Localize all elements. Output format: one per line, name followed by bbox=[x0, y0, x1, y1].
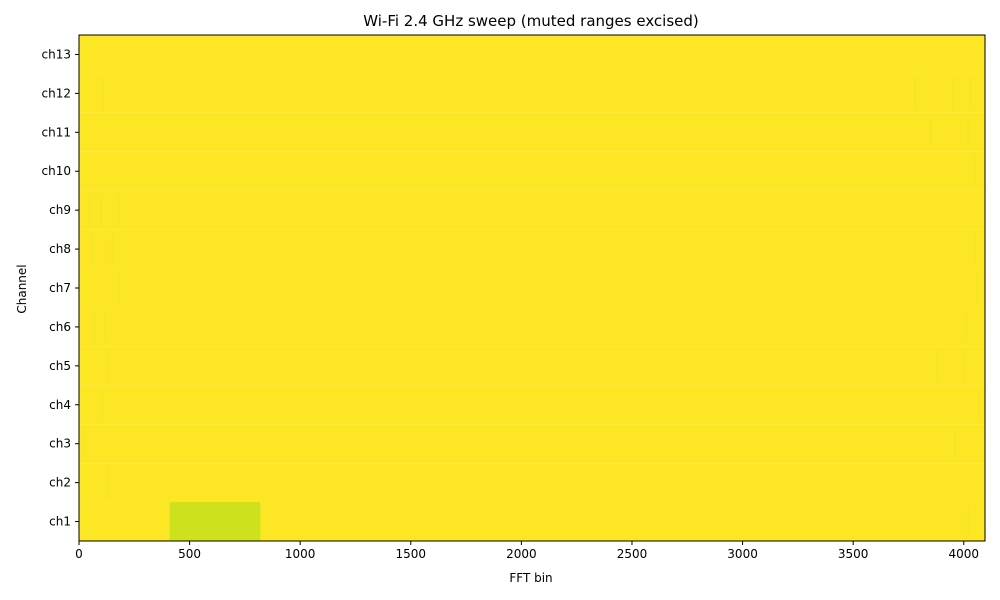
y-tick-label: ch10 bbox=[42, 164, 71, 178]
y-tick-label: ch1 bbox=[49, 515, 71, 529]
heatmap-streak bbox=[102, 77, 104, 109]
heatmap-streak bbox=[82, 428, 85, 460]
heatmap-row-ch5 bbox=[79, 346, 985, 386]
heatmap-streak bbox=[107, 350, 109, 382]
x-tick-label: 500 bbox=[178, 547, 201, 561]
heatmap-row-ch10 bbox=[79, 151, 985, 191]
heatmap-streak bbox=[976, 272, 978, 304]
plot-area bbox=[79, 35, 985, 541]
y-tick-label: ch2 bbox=[49, 476, 71, 490]
heatmap-row-ch2 bbox=[79, 463, 985, 503]
heatmap-streak bbox=[914, 77, 916, 109]
heatmap-row-ch6 bbox=[79, 307, 985, 347]
x-axis-label: FFT bin bbox=[509, 571, 552, 585]
x-tick-label: 1500 bbox=[396, 547, 427, 561]
chart-title: Wi-Fi 2.4 GHz sweep (muted ranges excise… bbox=[363, 12, 699, 30]
y-tick-label: ch13 bbox=[42, 47, 71, 61]
y-tick-label: ch8 bbox=[49, 242, 71, 256]
heatmap-row-ch3 bbox=[79, 424, 985, 464]
y-tick-label: ch11 bbox=[42, 125, 71, 139]
heatmap-streak bbox=[107, 467, 109, 499]
y-axis-ticks: ch1 ch2 ch3 ch4 ch5 ch6 ch7 ch8 ch9 ch10 ch11 ch12 c… bbox=[42, 47, 79, 529]
y-axis-label: Channel bbox=[15, 264, 29, 313]
heatmap-row-ch13 bbox=[79, 35, 985, 74]
heatmap-streak bbox=[111, 233, 113, 265]
y-tick-label: ch12 bbox=[42, 86, 71, 100]
heatmap-streak bbox=[954, 428, 956, 460]
heatmap-streak bbox=[969, 77, 972, 109]
heatmap-row-ch12 bbox=[79, 73, 985, 113]
plot-frame bbox=[78, 34, 986, 542]
y-tick-label: ch6 bbox=[49, 320, 71, 334]
x-tick-label: 3500 bbox=[838, 547, 869, 561]
heatmap-streak bbox=[91, 233, 93, 265]
x-tick-label: 0 bbox=[75, 547, 83, 561]
heatmap-streak bbox=[967, 116, 969, 148]
x-tick-label: 3000 bbox=[727, 547, 758, 561]
y-tick-label: ch4 bbox=[49, 398, 71, 412]
heatmap-streak bbox=[104, 311, 107, 343]
heatmap-streak bbox=[101, 389, 103, 421]
heatmap-streak bbox=[118, 272, 120, 304]
x-tick-label: 2500 bbox=[617, 547, 648, 561]
heatmap-streak bbox=[960, 116, 963, 148]
heatmap-streak bbox=[974, 155, 976, 187]
x-axis-ticks: 0 500 1000 1500 2000 2500 3000 3500 4000 bbox=[75, 541, 979, 561]
heatmap-row-ch8 bbox=[79, 229, 985, 269]
heatmap-streak bbox=[978, 389, 980, 421]
heatmap-streak bbox=[89, 194, 91, 226]
x-tick-label: 4000 bbox=[948, 547, 979, 561]
heatmap-streak bbox=[100, 194, 102, 226]
x-tick-label: 2000 bbox=[506, 547, 537, 561]
heatmap-streak bbox=[965, 311, 967, 343]
x-tick-label: 1000 bbox=[285, 547, 316, 561]
heatmap-row-ch4 bbox=[79, 385, 985, 425]
y-tick-label: ch9 bbox=[49, 203, 71, 217]
heatmap-streak bbox=[929, 116, 932, 148]
heatmap-streak bbox=[963, 350, 965, 382]
heatmap-streak bbox=[967, 506, 969, 537]
heatmap-row-ch7 bbox=[79, 268, 985, 308]
heatmap-streak bbox=[93, 311, 96, 343]
heatmap-row-ch11 bbox=[79, 112, 985, 152]
heatmap-streak bbox=[936, 350, 938, 382]
y-tick-label: ch5 bbox=[49, 359, 71, 373]
heatmap-streak bbox=[952, 77, 954, 109]
y-tick-label: ch7 bbox=[49, 281, 71, 295]
heatmap-row-ch9 bbox=[79, 190, 985, 230]
heatmap-streak bbox=[974, 233, 976, 265]
y-tick-label: ch3 bbox=[49, 437, 71, 451]
heatmap-streak bbox=[118, 194, 120, 226]
excised-range-cell bbox=[169, 502, 261, 541]
